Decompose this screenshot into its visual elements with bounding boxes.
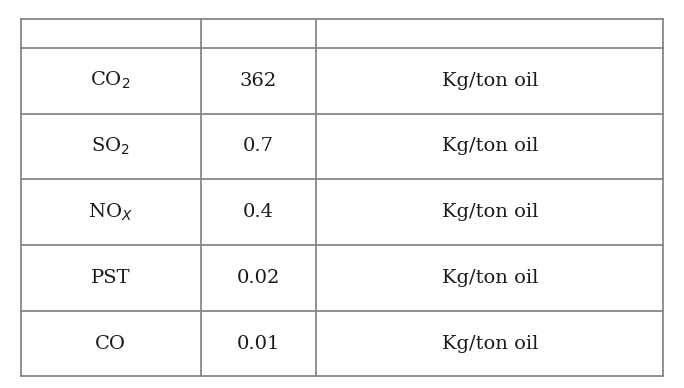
Text: 0.01: 0.01 bbox=[237, 334, 280, 353]
Text: Kg/ton oil: Kg/ton oil bbox=[442, 334, 538, 353]
Text: Kg/ton oil: Kg/ton oil bbox=[442, 137, 538, 156]
Text: CO: CO bbox=[95, 334, 126, 353]
Text: 0.7: 0.7 bbox=[243, 137, 274, 156]
Text: NO$_X$: NO$_X$ bbox=[88, 201, 133, 223]
Text: 0.4: 0.4 bbox=[243, 203, 274, 221]
Text: SO$_2$: SO$_2$ bbox=[91, 136, 130, 157]
Text: CO$_2$: CO$_2$ bbox=[90, 70, 131, 92]
Text: PST: PST bbox=[91, 269, 131, 287]
Text: Kg/ton oil: Kg/ton oil bbox=[442, 203, 538, 221]
Text: 362: 362 bbox=[240, 72, 277, 90]
Text: Kg/ton oil: Kg/ton oil bbox=[442, 72, 538, 90]
Text: Kg/ton oil: Kg/ton oil bbox=[442, 269, 538, 287]
Text: 0.02: 0.02 bbox=[237, 269, 280, 287]
